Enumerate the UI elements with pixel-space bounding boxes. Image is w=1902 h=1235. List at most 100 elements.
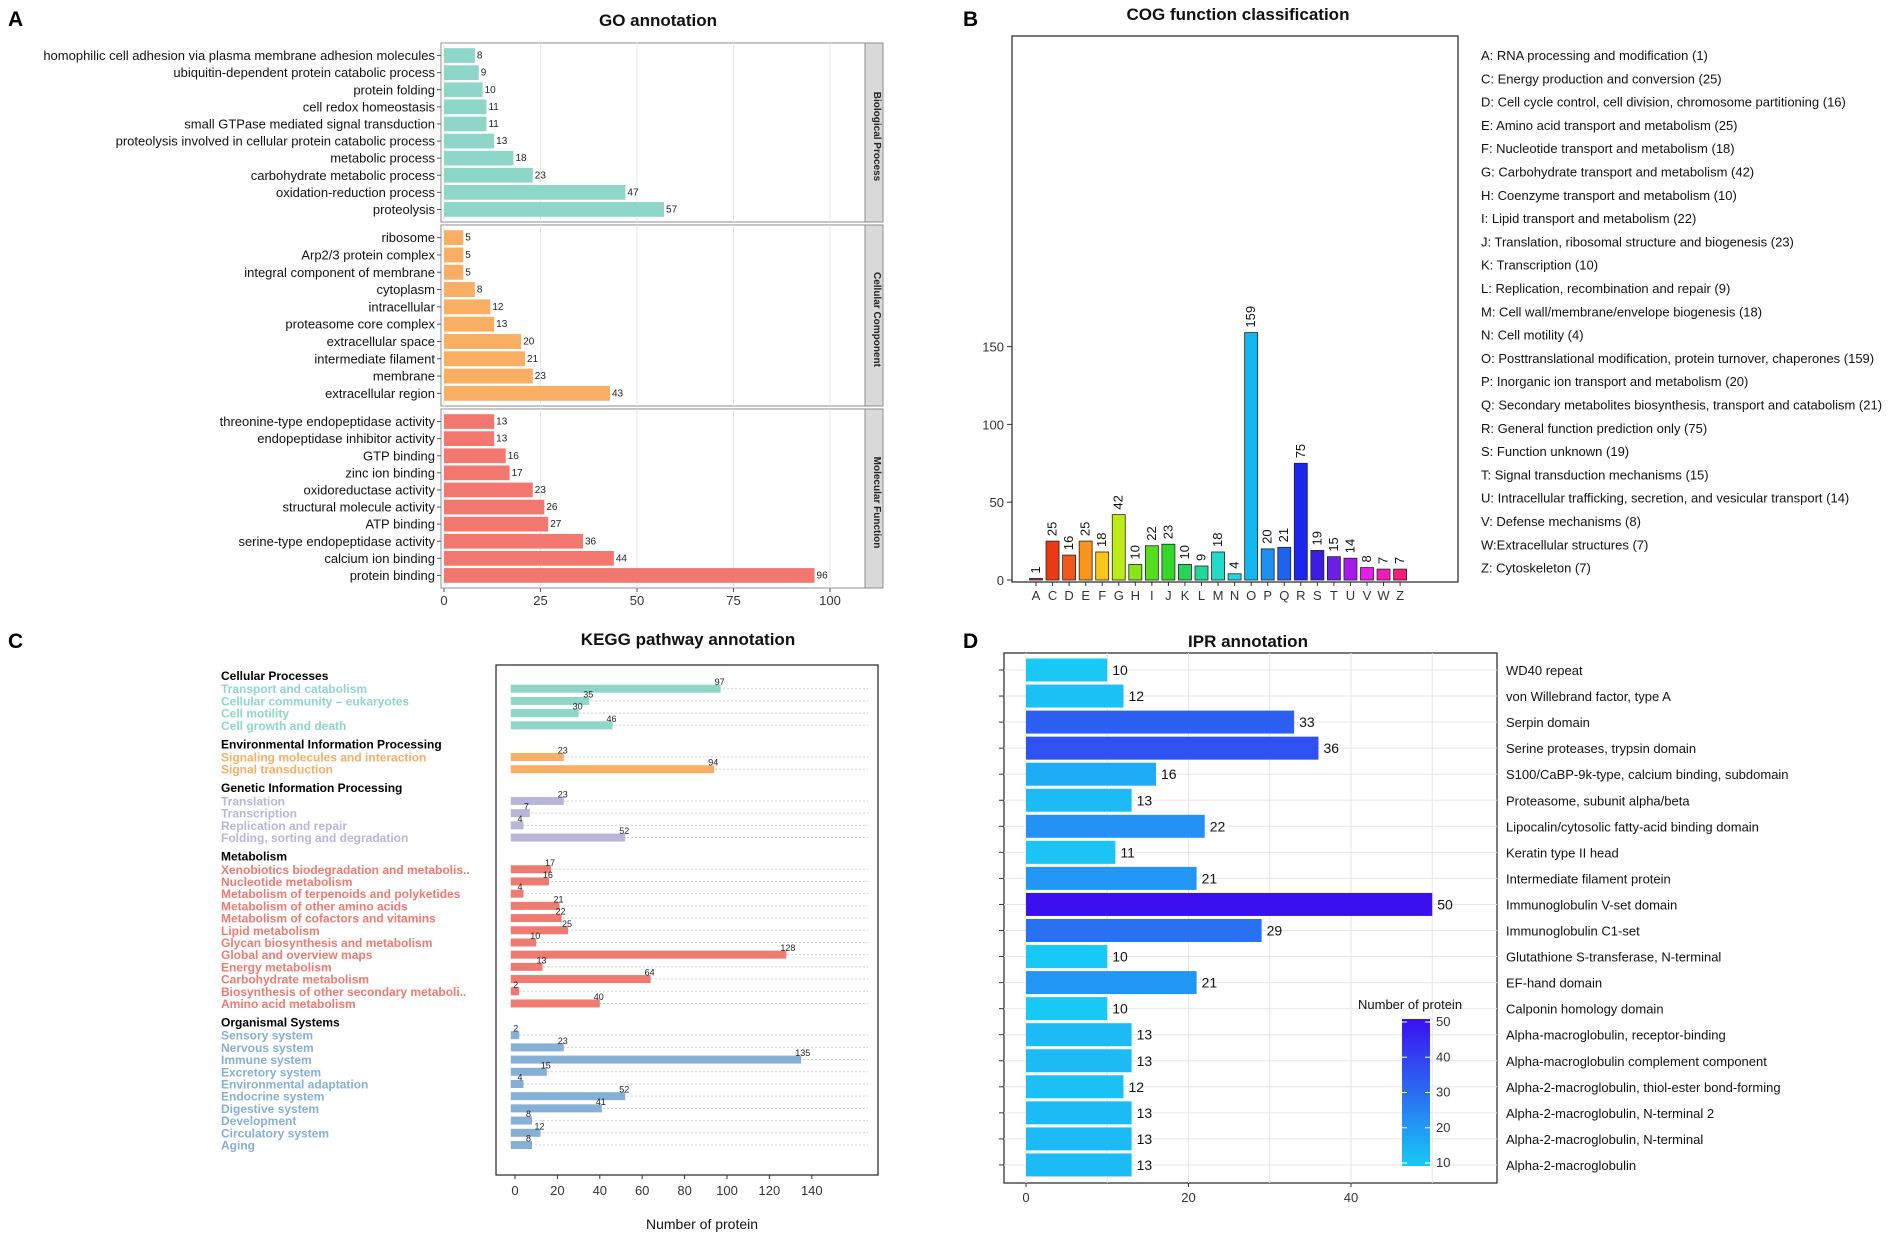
cog-x-tick-label: L: [1198, 588, 1205, 603]
go-bar-value: 57: [666, 204, 678, 215]
go-bar-value: 26: [546, 502, 558, 513]
ipr-bar-value: 13: [1137, 1105, 1153, 1121]
ipr-bar-value: 13: [1137, 792, 1153, 808]
cog-legend-item: F: Nucleotide transport and metabolism (…: [1481, 141, 1735, 156]
go-category-label: ribosome: [382, 230, 435, 245]
ipr-bar-value: 13: [1137, 1157, 1153, 1173]
kegg-bar-value: 52: [619, 826, 629, 836]
go-bar-value: 13: [496, 319, 508, 330]
kegg-group-label: Genetic Information Processing: [221, 781, 402, 795]
kegg-group-label: Metabolism: [221, 850, 287, 864]
go-category-label: proteolysis: [373, 202, 436, 217]
cog-bar: [1095, 551, 1110, 581]
kegg-bar: [510, 833, 626, 842]
go-bar-value: 5: [465, 233, 471, 244]
go-category-label: GTP binding: [363, 448, 435, 463]
go-x-tick-label: 25: [533, 593, 547, 608]
kegg-category-label: Amino acid metabolism: [221, 997, 356, 1011]
go-bar-value: 12: [492, 302, 504, 313]
cog-bar-value: 10: [1127, 545, 1142, 559]
cog-legend-item: N: Cell motility (4): [1481, 328, 1584, 343]
ipr-category-label: Keratin type II head: [1506, 845, 1619, 860]
kegg-category-label: Aging: [221, 1138, 255, 1152]
ipr-bar-value: 11: [1120, 844, 1135, 860]
kegg-bar-value: 7: [524, 802, 529, 812]
go-bar: [444, 385, 610, 401]
go-bar: [444, 299, 491, 315]
kegg-bar: [510, 975, 651, 984]
kegg-bar-value: 94: [708, 758, 718, 768]
ipr-category-label: Lipocalin/cytosolic fatty-acid binding d…: [1506, 819, 1759, 834]
panel-c-letter: C: [8, 630, 23, 653]
kegg-category-label: Translation: [221, 794, 285, 808]
ipr-bar: [1026, 814, 1205, 838]
cog-bar-value: 16: [1061, 536, 1076, 550]
kegg-bar-value: 22: [556, 907, 566, 917]
kegg-bar: [510, 877, 549, 886]
cog-bar-value: 19: [1309, 531, 1324, 545]
cog-x-tick-label: F: [1098, 588, 1106, 603]
go-bar: [444, 533, 583, 549]
ipr-category-label: von Willebrand factor, type A: [1506, 689, 1671, 704]
go-bar-value: 44: [616, 553, 628, 564]
go-bar: [444, 116, 487, 132]
ipr-bar: [1026, 945, 1108, 969]
go-bar-value: 36: [585, 536, 597, 547]
kegg-bar-value: 2: [513, 980, 518, 990]
go-facet-strip: [864, 42, 884, 223]
kegg-category-label: Energy metabolism: [221, 960, 332, 974]
cog-bar: [1393, 568, 1407, 581]
panel-d-letter: D: [963, 630, 978, 653]
cog-y-tick-label: 0: [997, 573, 1004, 588]
cog-legend-item: T: Signal transduction mechanisms (15): [1481, 467, 1709, 482]
go-category-label: structural molecule activity: [283, 500, 436, 515]
ipr-bar: [1026, 997, 1108, 1021]
cog-bar: [1062, 554, 1076, 581]
go-bar-value: 17: [512, 468, 524, 479]
kegg-bar: [510, 1055, 802, 1064]
kegg-category-label: Glycan biosynthesis and metabolism: [221, 936, 432, 950]
kegg-bar: [510, 889, 524, 898]
ipr-bar: [1026, 736, 1319, 760]
kegg-bar-value: 52: [619, 1085, 629, 1095]
ipr-category-label: Alpha-macroglobulin, receptor-binding: [1506, 1028, 1726, 1043]
go-bar: [444, 550, 614, 566]
cog-bar-value: 9: [1194, 554, 1209, 561]
kegg-category-label: Digestive system: [221, 1102, 319, 1116]
go-category-label: small GTPase mediated signal transductio…: [184, 116, 435, 131]
cog-legend-item: Q: Secondary metabolites biosynthesis, t…: [1481, 398, 1882, 413]
cog-x-tick-label: H: [1131, 588, 1140, 603]
go-category-label: calcium ion binding: [324, 551, 435, 566]
kegg-bar: [510, 938, 537, 947]
ipr-colorbar-label: 30: [1436, 1085, 1450, 1100]
cog-bar-value: 1: [1028, 566, 1043, 573]
go-category-label: oxidation-reduction process: [276, 185, 435, 200]
go-category-label: zinc ion binding: [345, 465, 435, 480]
go-category-label: threonine-type endopeptidase activity: [220, 414, 436, 429]
kegg-bar-value: 40: [594, 992, 604, 1002]
kegg-category-label: Excretory system: [221, 1065, 321, 1079]
ipr-bar-value: 10: [1112, 662, 1128, 678]
go-bar: [444, 99, 487, 115]
kegg-category-label: Lipid metabolism: [221, 924, 320, 938]
ipr-bar: [1026, 1153, 1132, 1177]
kegg-x-tick-label: 60: [635, 1183, 649, 1198]
ipr-chart: 10 WD40 repeat 12 von Willebrand factor, ty…: [999, 652, 1789, 1205]
ipr-bar-value: 50: [1437, 896, 1453, 912]
cog-legend-item: Z: Cytoskeleton (7): [1481, 561, 1591, 576]
kegg-category-label: Immune system: [221, 1053, 312, 1067]
ipr-bar: [1026, 1049, 1132, 1073]
cog-bar: [1360, 567, 1374, 581]
cog-bar-value: 159: [1243, 306, 1258, 328]
go-bar-value: 16: [508, 451, 520, 462]
kegg-x-tick-label: 80: [677, 1183, 691, 1198]
go-category-label: oxidoreductase activity: [303, 482, 435, 497]
kegg-bar: [510, 765, 715, 774]
go-bar: [444, 82, 483, 98]
ipr-x-tick-label: 20: [1181, 1190, 1195, 1205]
go-category-label: intermediate filament: [314, 351, 435, 366]
go-bar: [444, 448, 506, 464]
ipr-category-label: Alpha-2-macroglobulin, N-terminal 2: [1506, 1106, 1714, 1121]
go-facet-strip: [864, 224, 884, 407]
